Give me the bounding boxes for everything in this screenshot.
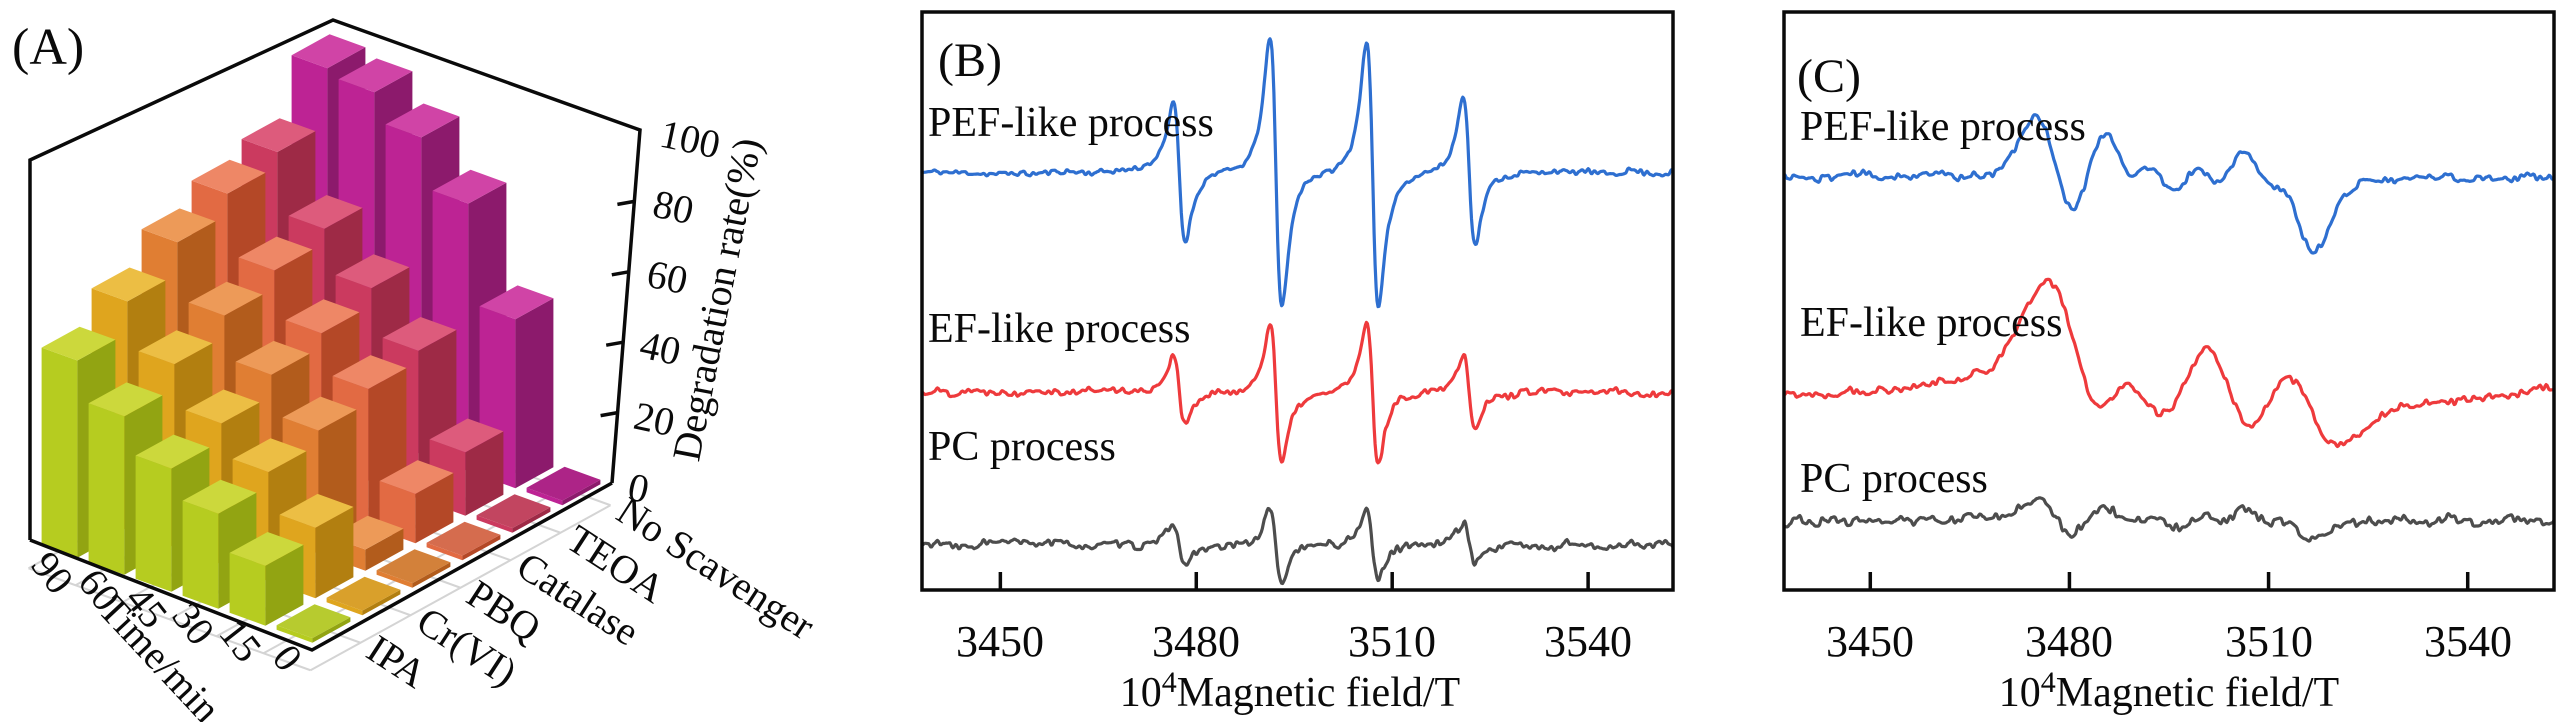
- panel-c-xtick-3510: 3510: [2225, 617, 2313, 666]
- panel-c-traces-layer: [1782, 10, 2556, 592]
- panel-a-3d-bar-chart: (A) 0 20 40 60 80 100 Degradation rate(%…: [12, 18, 823, 722]
- panel-c-xaxis-title: 104Magnetic field/T: [1999, 666, 2339, 716]
- panel-b-trace-label-pc: PC process: [928, 424, 1116, 470]
- panel-b-label: (B): [938, 34, 1002, 87]
- panel-c-trace-label-pef: PEF-like process: [1800, 104, 2086, 150]
- panel-b-xaxis-title: 104Magnetic field/T: [1120, 666, 1460, 716]
- panel-b-xtick-3510: 3510: [1348, 617, 1436, 666]
- panel-c-xtick-3450: 3450: [1826, 617, 1914, 666]
- panel-b-xtick-3450: 3450: [956, 617, 1044, 666]
- panel-c-xtick-3540: 3540: [2424, 617, 2512, 666]
- panel-a-label: (A): [12, 19, 84, 76]
- panel-a-bars-layer: [28, 18, 642, 672]
- z-tick-20: 20: [630, 393, 678, 445]
- z-tick-100: 100: [656, 111, 724, 167]
- panel-c-trace-label-pc: PC process: [1800, 456, 1988, 502]
- panel-b-xtick-3480: 3480: [1152, 617, 1240, 666]
- panel-b-trace-label-pef: PEF-like process: [928, 100, 1214, 146]
- z-tick-40: 40: [636, 322, 684, 374]
- panel-c-epr-spectra: (C) PEF-like process EF-like process PC …: [1782, 10, 2556, 716]
- panel-b-traces-layer: [920, 10, 1675, 592]
- panel-b-trace-label-ef: EF-like process: [928, 306, 1190, 352]
- panel-c-xtick-3480: 3480: [2025, 617, 2113, 666]
- z-tick-60: 60: [643, 251, 691, 303]
- time-tick-0: 0: [264, 636, 312, 679]
- panel-b-epr-spectra: (B) PEF-like process EF-like process PC …: [920, 10, 1675, 716]
- panel-c-trace-label-ef: EF-like process: [1800, 300, 2062, 346]
- panel-c-label: (C): [1797, 50, 1861, 103]
- z-tick-80: 80: [649, 181, 697, 233]
- panel-b-xtick-3540: 3540: [1544, 617, 1632, 666]
